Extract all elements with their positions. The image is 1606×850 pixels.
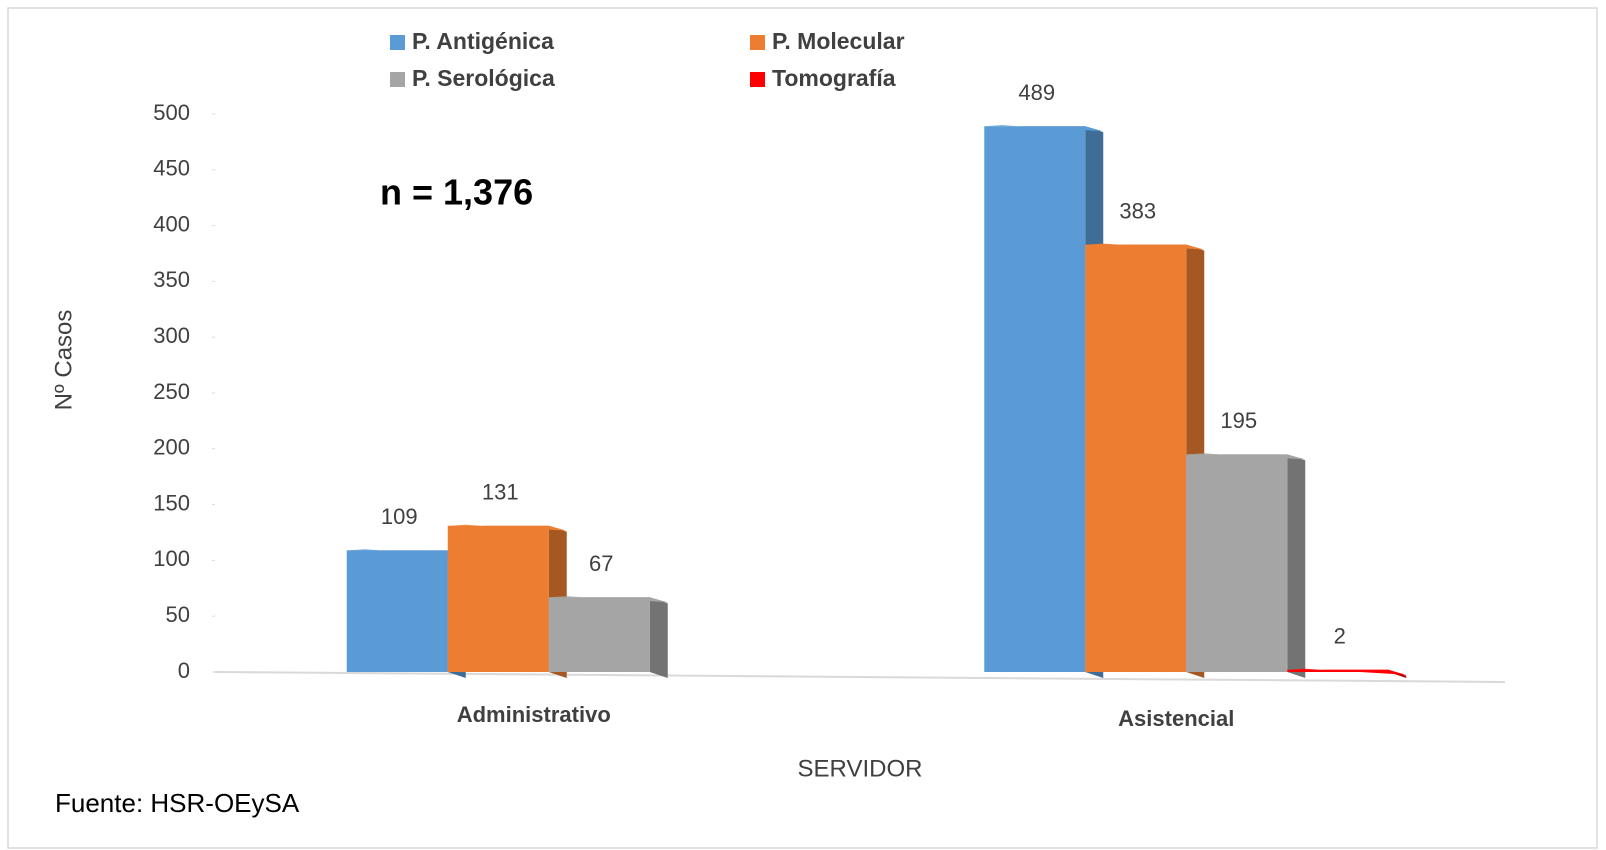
x-axis-label: SERVIDOR	[798, 755, 923, 782]
value-label: 2	[1334, 624, 1346, 649]
y-tick-label: 250	[153, 379, 190, 404]
x-tick-label: Administrativo	[457, 702, 611, 727]
bar	[1287, 669, 1389, 672]
y-tick-label: 50	[166, 602, 190, 627]
legend-label: P. Serológica	[412, 65, 555, 91]
legend-label: P. Antigénica	[412, 28, 554, 54]
legend-swatch	[750, 72, 765, 87]
y-tick-label: 100	[153, 546, 190, 571]
y-tick-label: 400	[153, 211, 190, 236]
y-axis-label: Nº Casos	[50, 310, 77, 411]
legend-label: Tomografía	[772, 65, 896, 91]
bar	[447, 525, 549, 672]
y-tick-label: 350	[153, 267, 190, 292]
bar-side	[649, 597, 668, 678]
y-tick-label: 0	[178, 658, 190, 683]
value-label: 383	[1119, 198, 1156, 223]
value-label: 109	[381, 504, 418, 529]
annotation: n = 1,376	[380, 172, 533, 213]
y-tick-label: 500	[153, 100, 190, 125]
legend-swatch	[390, 72, 405, 87]
bar	[1085, 244, 1187, 672]
x-tick-label: Asistencial	[1118, 706, 1234, 731]
bar	[984, 126, 1086, 672]
value-label: 131	[482, 480, 519, 505]
bar	[548, 597, 650, 672]
value-label: 67	[589, 551, 613, 576]
bar	[346, 550, 448, 672]
y-tick-label: 450	[153, 156, 190, 181]
y-tick-label: 150	[153, 490, 190, 515]
value-label: 195	[1220, 408, 1257, 433]
chart-border	[7, 7, 1598, 849]
legend-swatch	[390, 35, 405, 50]
bar-side	[1287, 454, 1306, 678]
legend-swatch	[750, 35, 765, 50]
y-tick-label: 200	[153, 435, 190, 460]
baseline	[214, 671, 1506, 683]
y-tick-label: 300	[153, 323, 190, 348]
bar	[1186, 454, 1288, 672]
source: Fuente: HSR-OEySA	[55, 788, 300, 818]
value-label: 489	[1018, 80, 1055, 105]
legend-label: P. Molecular	[772, 28, 905, 54]
